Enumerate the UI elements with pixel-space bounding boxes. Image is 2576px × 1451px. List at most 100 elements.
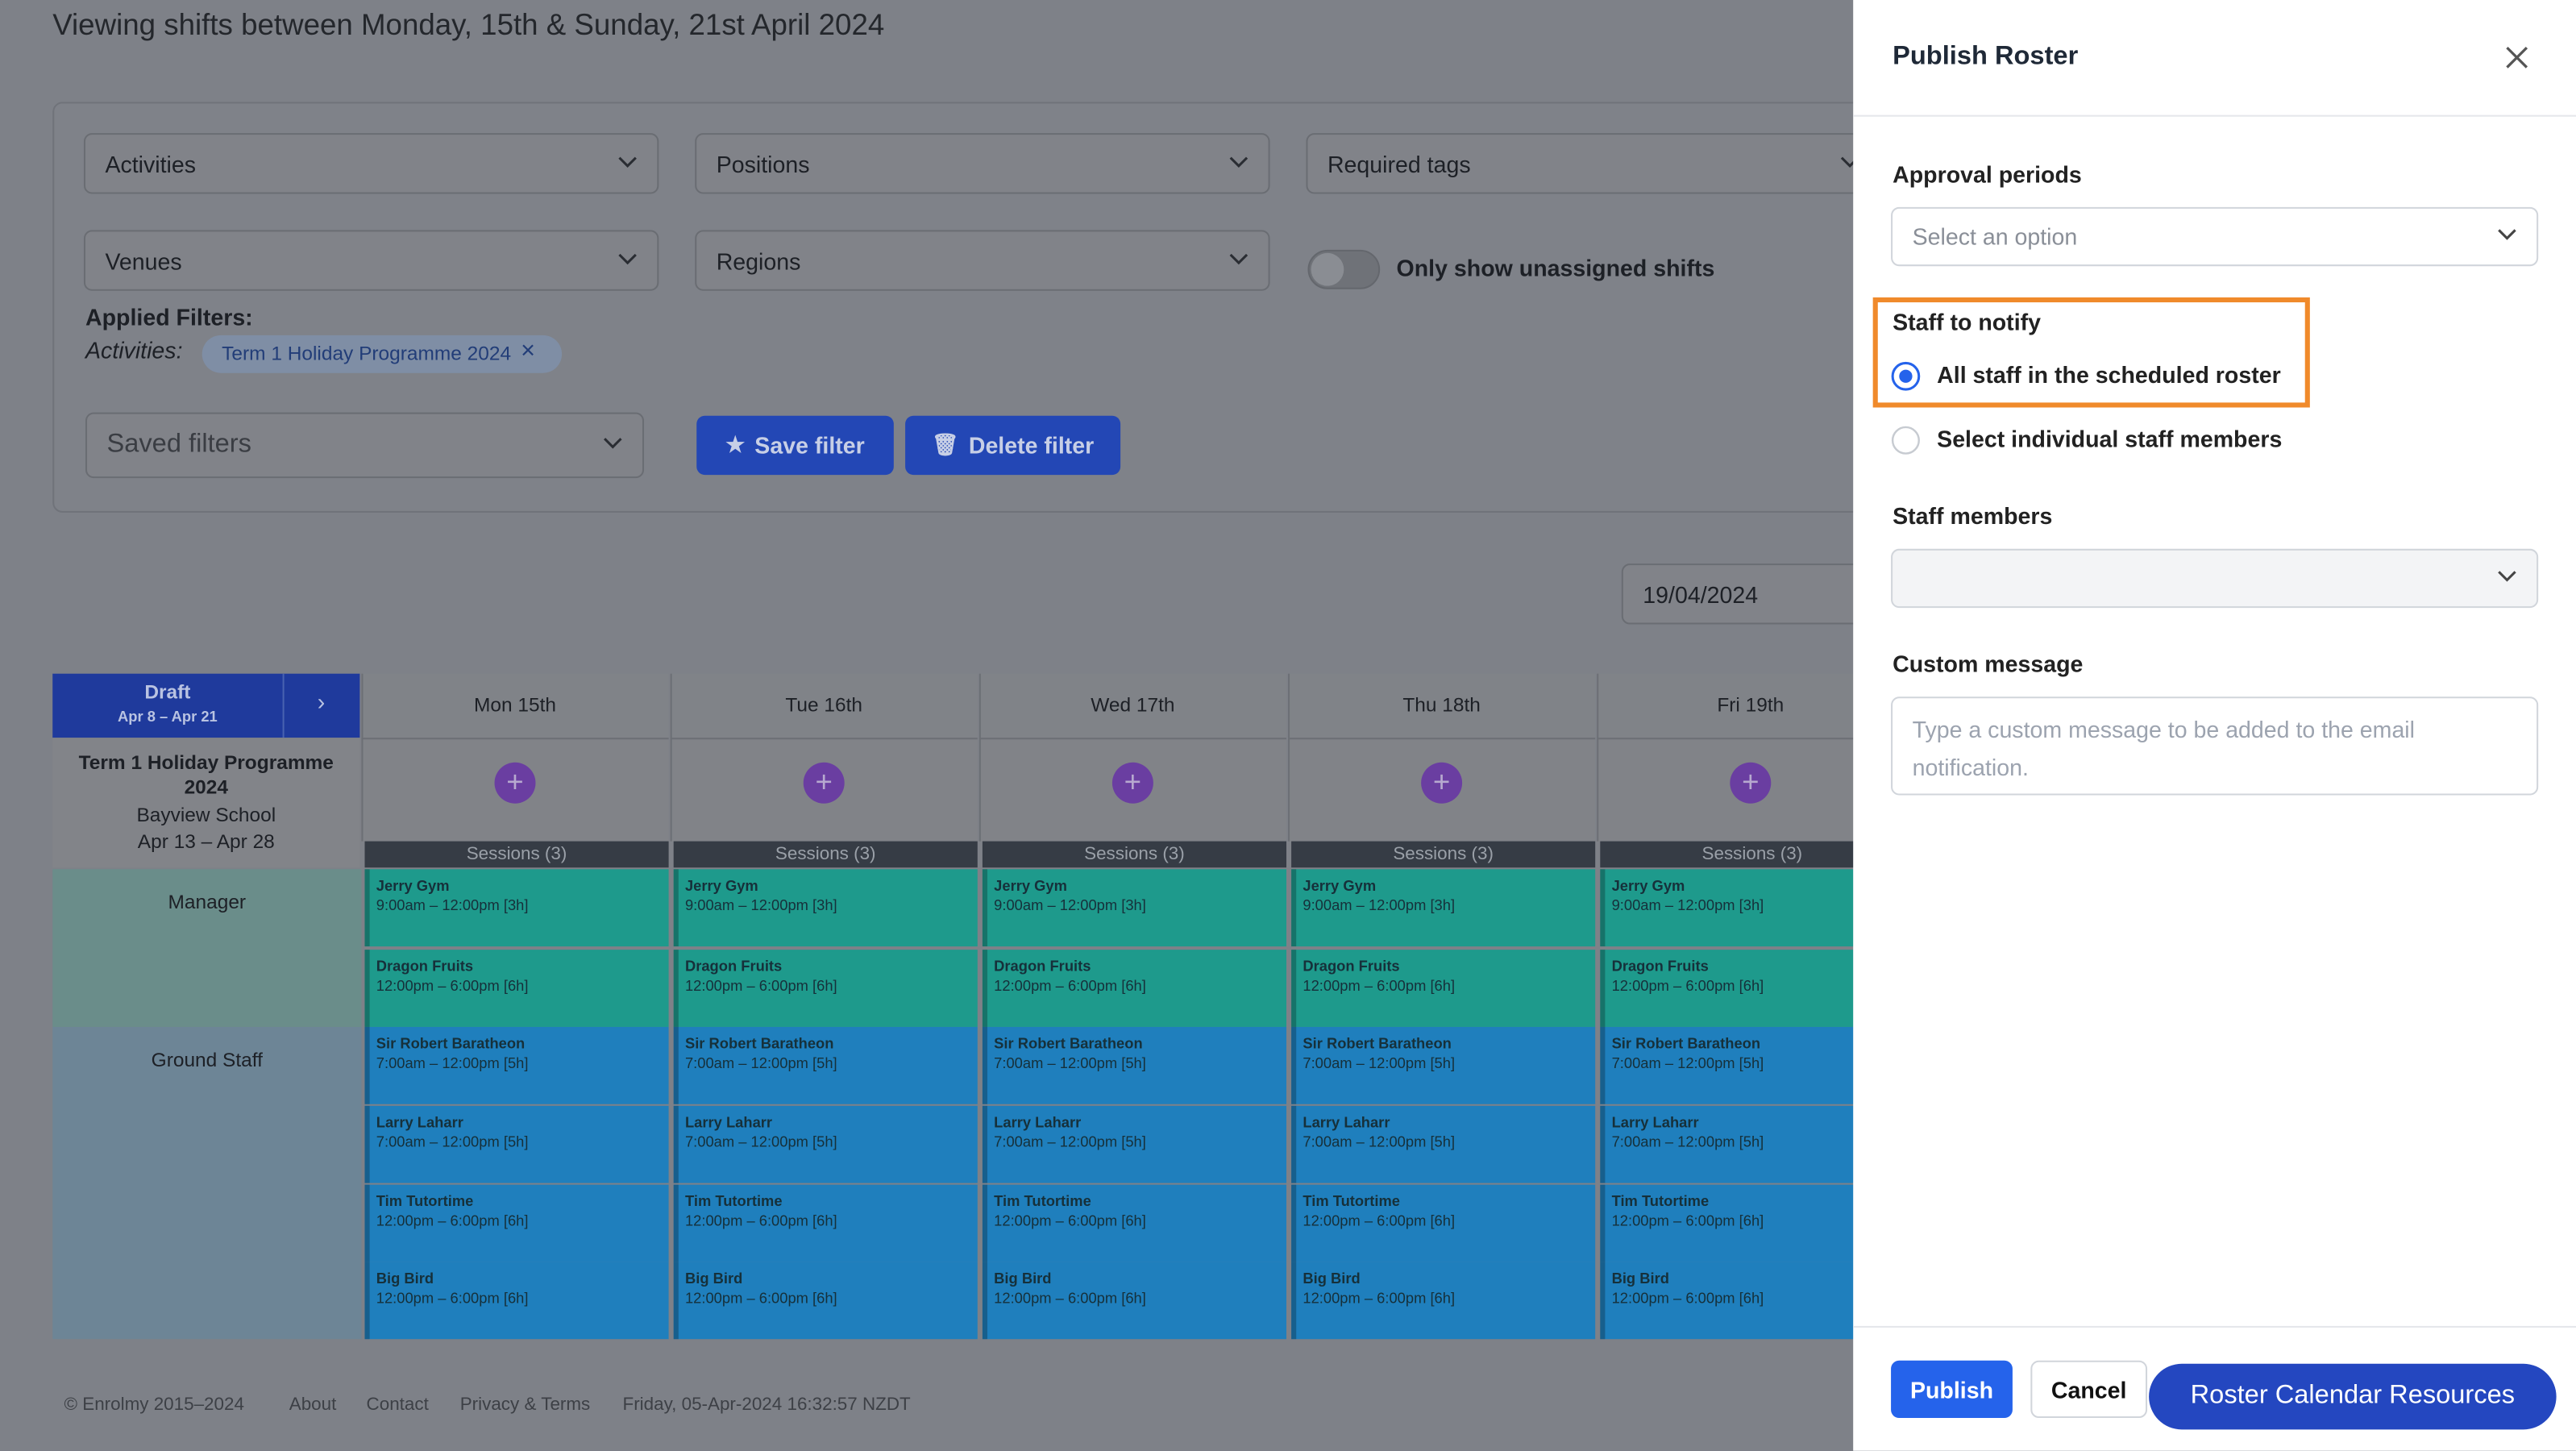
button-label: Delete filter [968,432,1095,459]
shift-block[interactable] [982,869,1286,947]
programme-name: Term 1 Holiday Programme 2024 [78,750,334,799]
filter-dropdown[interactable]: Required tags [1306,133,1881,194]
day-label: Mon 15th [473,693,556,717]
shift-block[interactable] [1291,950,1596,1027]
shift-block[interactable] [673,950,978,1027]
message-textarea[interactable]: Type a custom message to be added to the… [1891,696,2539,796]
shift-name: Larry Laharr [1611,1113,1699,1131]
shift-name: Dragon Fruits [1303,958,1400,975]
chevron [2498,229,2516,240]
shift-block[interactable] [364,869,669,947]
dropdown-label: Activities [105,150,197,177]
add-shift-button[interactable]: + [1421,762,1463,804]
shift-name: Dragon Fruits [376,958,474,975]
shift-name: Jerry Gym [994,877,1067,894]
day-header [1597,673,1905,738]
resources-button[interactable]: Roster Calendar Resources [2149,1363,2557,1430]
approval-select[interactable]: Select an option [1891,206,2539,267]
shift-block[interactable] [673,1184,978,1262]
chevron [1229,156,1249,168]
filter-dropdown[interactable]: Positions [695,133,1270,194]
date-input[interactable]: 19/04/2024 [1621,563,1884,625]
shift-block[interactable] [1291,1184,1596,1262]
shift-time: 12:00pm – 6:00pm [6h] [684,1290,837,1307]
footer-link[interactable]: Contact [366,1395,429,1415]
shift-block[interactable] [364,950,669,1027]
footer-text: Friday, 05-Apr-2024 16:32:57 NZDT [622,1395,911,1415]
shift-time: 9:00am – 12:00pm [3h] [1303,896,1456,914]
shift-block[interactable] [982,1105,1286,1183]
shift-block[interactable] [982,1184,1286,1262]
shift-block[interactable] [364,1262,669,1340]
shift-name: Big Bird [376,1270,434,1287]
filter-dropdown[interactable]: Regions [695,230,1270,291]
footer-link[interactable]: Privacy & Terms [459,1395,591,1415]
label: Approval periods [1893,160,2082,188]
footer-link[interactable]: About [289,1395,337,1415]
shift-block[interactable] [982,1262,1286,1340]
close-icon[interactable] [2503,44,2530,71]
shift-block[interactable] [364,1105,669,1183]
radio-label[interactable]: Select individual staff members [1937,425,2283,452]
applied-label: Activities: [85,336,183,364]
shift-time: 7:00am – 12:00pm [5h] [684,1133,837,1150]
shift-block[interactable] [673,869,978,947]
shift-block[interactable] [1291,869,1596,947]
shift-time: 7:00am – 12:00pm [5h] [1303,1054,1456,1071]
shift-time: 9:00am – 12:00pm [3h] [684,896,837,914]
next-arrow[interactable]: › [317,688,326,715]
filter-dropdown[interactable]: Venues [83,230,659,291]
day-header [978,673,1286,738]
shift-block[interactable] [673,1105,978,1183]
shift-name: Tim Tutortime [994,1192,1091,1210]
sessions-bar: Sessions (3) [982,841,1286,868]
shift-block[interactable] [982,950,1286,1027]
shift-block[interactable] [1291,1026,1596,1104]
draft-status: Draft [144,680,191,704]
shift-name: Tim Tutortime [684,1192,783,1210]
shift-name: Tim Tutortime [1303,1192,1400,1210]
filter-dropdown[interactable]: Activities [83,133,659,194]
radio-checked[interactable] [1891,361,1921,391]
delete-button[interactable]: 🗑 Delete filter [905,415,1121,476]
save-button[interactable]: ★ Save filter [696,415,894,476]
shift-name: Big Bird [1611,1270,1669,1287]
divider [1853,1325,2576,1328]
dropdown-label: Venues [105,247,182,274]
shift-time: 12:00pm – 6:00pm [6h] [376,1290,529,1307]
chevron [2498,571,2516,582]
add-shift-button[interactable]: + [494,762,536,804]
toggle-knob [1311,252,1344,286]
shift-block[interactable] [364,1184,669,1262]
filter-chip [202,335,563,373]
shift-time: 12:00pm – 6:00pm [6h] [994,1212,1146,1229]
shift-block[interactable] [364,1026,669,1104]
shift-time: 12:00pm – 6:00pm [6h] [1611,1290,1764,1307]
programme-cell [52,738,360,868]
shift-block[interactable] [1291,1262,1596,1340]
shift-time: 9:00am – 12:00pm [3h] [994,896,1146,914]
chevron [1229,252,1249,264]
draft-cell[interactable] [52,673,360,738]
members-select[interactable] [1891,548,2539,609]
shift-name: Sir Robert Baratheon [1611,1035,1761,1052]
radio-label[interactable]: All staff in the scheduled roster [1937,361,2281,389]
saved-filters[interactable]: Saved filters [85,412,645,479]
add-shift-button[interactable]: + [1111,762,1153,804]
cancel-button[interactable]: Cancel [2030,1360,2148,1419]
publish-button[interactable]: Publish [1891,1360,2013,1419]
shift-block[interactable] [1291,1105,1596,1183]
shift-block[interactable] [673,1026,978,1104]
shift-time: 7:00am – 12:00pm [5h] [1303,1133,1456,1150]
radio[interactable] [1891,426,1921,455]
chip-remove[interactable]: × [521,336,536,365]
shift-block[interactable] [673,1262,978,1340]
shift-name: Jerry Gym [1611,877,1685,894]
add-shift-button[interactable]: + [1730,762,1772,804]
shift-name: Jerry Gym [684,877,758,894]
shift-block[interactable] [982,1026,1286,1104]
add-shift-button[interactable]: + [803,762,845,804]
sessions-bar: Sessions (3) [1291,841,1596,868]
shift-time: 12:00pm – 6:00pm [6h] [1303,1212,1456,1229]
